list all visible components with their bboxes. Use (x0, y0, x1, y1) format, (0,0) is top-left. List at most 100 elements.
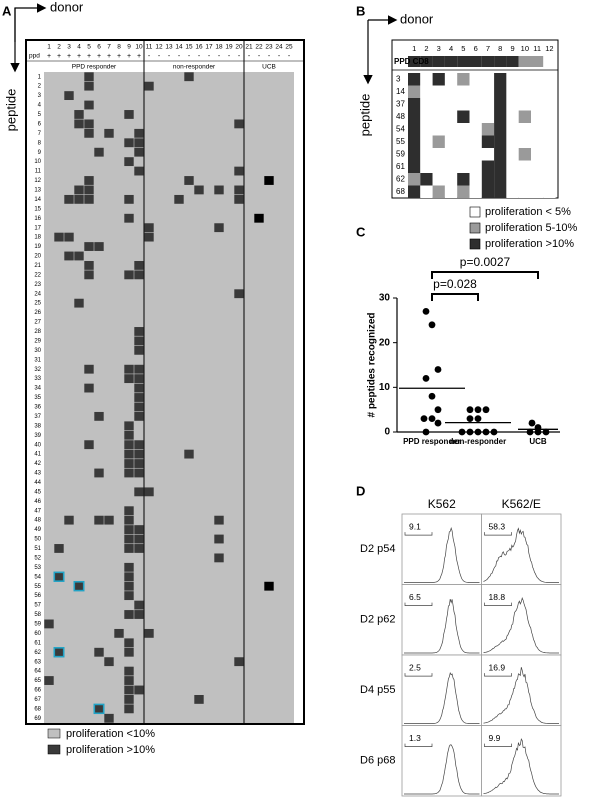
gate-percent: 18.8 (489, 592, 506, 602)
positive-cell (234, 657, 244, 667)
level-cell (408, 185, 421, 198)
peptide-label: 29 (34, 338, 41, 344)
level-cell (469, 173, 482, 186)
gate-percent: 9.9 (489, 733, 501, 743)
peptide-label: 12 (34, 178, 41, 184)
panel-letter: C (356, 224, 366, 239)
positive-cell (124, 364, 134, 374)
gate-percent: 2.5 (409, 662, 421, 672)
positive-cell (64, 251, 74, 261)
peptide-label: 11 (35, 169, 42, 175)
positive-cell (134, 411, 144, 421)
level-cell (494, 148, 507, 161)
donor-label: 22 (255, 44, 263, 51)
positive-cell (184, 449, 194, 459)
y-tick-label: 20 (379, 337, 391, 348)
level-cell (432, 98, 445, 111)
legend-label: proliferation < 5% (485, 206, 571, 218)
level-cell (457, 173, 470, 186)
donor-label: 6 (474, 44, 478, 53)
level-cell (420, 98, 433, 111)
peptide-label: 33 (34, 376, 41, 382)
positive-cell (74, 110, 84, 119)
peptide-label: 54 (396, 124, 405, 133)
row-label: D2 p54 (360, 543, 395, 555)
peptide-label: 55 (396, 137, 405, 146)
histogram-box (481, 654, 562, 726)
positive-cell (84, 242, 94, 251)
donor-label: 5 (461, 44, 465, 53)
peptide-label: 49 (34, 527, 41, 533)
row-label: D2 p62 (360, 614, 395, 626)
ppd-sign: - (288, 53, 291, 60)
level-cell (506, 73, 519, 86)
header-cell (432, 56, 445, 67)
level-cell (494, 85, 507, 98)
positive-cell (134, 166, 144, 176)
donor-label: 4 (77, 44, 81, 51)
x-tick-label: PPD responder (403, 437, 461, 446)
level-cell (506, 160, 519, 173)
positive-cell (74, 251, 84, 261)
level-cell (518, 123, 531, 136)
ppd-sign: + (57, 53, 61, 60)
header-cell (420, 56, 433, 67)
peptide-label: 37 (396, 99, 405, 108)
panel-letter: B (356, 3, 365, 18)
positive-cell (134, 138, 144, 148)
positive-cell (134, 534, 144, 544)
group-label: UCB (262, 64, 276, 71)
peptide-label: 59 (396, 149, 405, 158)
positive-cell (144, 81, 154, 91)
positive-cell (94, 411, 104, 421)
peptide-label: 48 (34, 518, 41, 524)
histogram-curve (483, 597, 559, 654)
peptide-label: 24 (34, 291, 41, 297)
positive-cell (124, 138, 134, 148)
legend-swatch (469, 206, 481, 218)
positive-cell (124, 647, 134, 657)
peptide-label: 5 (38, 112, 42, 118)
gate (484, 532, 512, 536)
peptide-label: 39 (34, 433, 41, 439)
ppd-sign: + (137, 53, 141, 60)
header-cell (518, 56, 531, 67)
positive-cell (104, 657, 114, 667)
histogram-curve (483, 738, 559, 795)
peptide-label: 30 (34, 348, 41, 354)
significance-bracket (431, 293, 479, 301)
peptide-label: 53 (34, 565, 41, 571)
positive-cell (74, 185, 84, 195)
histogram-curve (483, 667, 559, 724)
level-cell (531, 148, 544, 161)
histogram-curve (404, 599, 480, 654)
level-cell (408, 73, 421, 86)
gate (404, 743, 433, 747)
peptide-label: 62 (396, 174, 405, 183)
positive-cell (134, 525, 144, 535)
ppd-sign: - (228, 53, 231, 60)
level-cell (444, 173, 458, 186)
ppd-sign: - (278, 53, 281, 60)
group-label: non-responder (173, 64, 216, 71)
y-axis-label: peptide (3, 89, 18, 132)
ppd-sign: - (188, 53, 191, 60)
header-cell (543, 56, 556, 67)
positive-cell (184, 176, 194, 185)
positive-cell (124, 468, 134, 478)
data-point (466, 415, 474, 422)
peptide-label: 41 (34, 452, 41, 458)
level-cell (469, 148, 482, 161)
positive-cell (84, 72, 94, 82)
level-cell (494, 135, 507, 148)
data-point (428, 392, 436, 400)
positive-cell (84, 440, 94, 450)
peptide-label: 35 (34, 395, 41, 401)
positive-cell (124, 525, 134, 535)
positive-cell (194, 694, 204, 704)
positive-cell (84, 128, 94, 138)
level-cell (432, 185, 445, 198)
positive-cell (144, 223, 154, 233)
donor-label: 5 (87, 44, 91, 51)
